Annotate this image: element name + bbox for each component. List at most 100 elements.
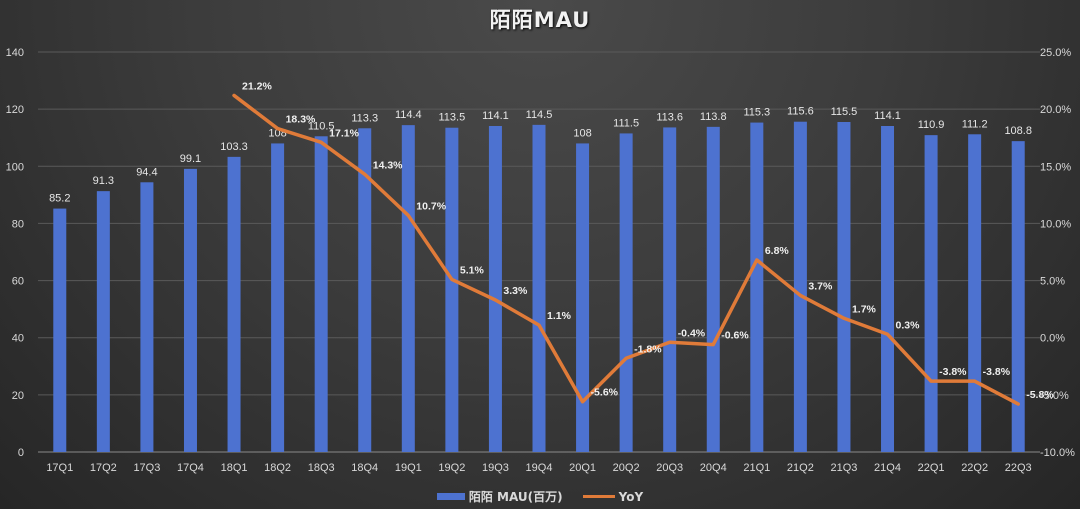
yoy-value-label: -0.4%: [678, 327, 706, 339]
bar[interactable]: [1011, 141, 1025, 452]
y-left-tick-label: 40: [12, 333, 24, 345]
y-right-tick-label: 5.0%: [1040, 276, 1065, 288]
y-right-tick-label: 25.0%: [1040, 47, 1071, 59]
legend: 陌陌 MAU(百万) YoY: [0, 488, 1080, 505]
bar-value-label: 103.3: [220, 141, 248, 153]
bar-value-label: 110.9: [918, 119, 945, 131]
legend-item-yoy[interactable]: YoY: [582, 490, 643, 504]
yoy-value-label: 1.7%: [852, 303, 877, 315]
bar-value-label: 113.8: [700, 111, 727, 123]
bar[interactable]: [183, 168, 197, 452]
x-tick-label: 20Q3: [656, 462, 683, 474]
yoy-value-label: 3.7%: [808, 280, 833, 292]
y-right-tick-label: 10.0%: [1040, 218, 1071, 230]
y-right-tick-label: 15.0%: [1040, 161, 1071, 173]
bar-value-label: 115.3: [743, 107, 770, 119]
x-tick-label: 20Q1: [569, 462, 596, 474]
bar[interactable]: [140, 182, 154, 453]
x-tick-label: 17Q4: [177, 462, 204, 474]
yoy-value-label: -1.8%: [634, 343, 662, 355]
bar-value-label: 115.6: [787, 106, 814, 118]
bar[interactable]: [271, 143, 285, 452]
bar-value-label: 114.1: [874, 110, 901, 122]
x-tick-label: 22Q2: [961, 462, 988, 474]
bar[interactable]: [706, 126, 720, 452]
bar[interactable]: [401, 125, 415, 453]
line-swatch-icon: [582, 495, 615, 498]
axes: 0 20 40 60 80 100 120 140 -10.0% -5.0% 0.0% 5.0% 10.…: [6, 47, 1075, 474]
bar[interactable]: [532, 124, 546, 452]
bar-value-label: 108: [573, 127, 591, 139]
bar-value-label: 113.5: [439, 112, 466, 124]
bar[interactable]: [881, 126, 895, 452]
bar[interactable]: [924, 135, 938, 452]
y-right-tick-label: -5.0%: [1040, 390, 1069, 402]
yoy-value-label: -5.8%: [1026, 389, 1054, 401]
y-left-tick-label: 140: [6, 47, 24, 59]
yoy-value-label: 6.8%: [765, 245, 790, 257]
x-tick-label: 18Q4: [351, 462, 378, 474]
bar[interactable]: [837, 122, 851, 452]
bar[interactable]: [750, 122, 764, 453]
bar-value-label: 99.1: [180, 153, 201, 165]
bar[interactable]: [314, 136, 328, 453]
bar-value-label: 115.5: [831, 106, 858, 118]
legend-item-mau[interactable]: 陌陌 MAU(百万): [436, 488, 563, 505]
y-left-tick-label: 80: [12, 218, 24, 230]
yoy-value-label: 21.2%: [242, 80, 272, 92]
x-tick-label: 21Q4: [874, 462, 901, 474]
yoy-line[interactable]: [232, 93, 1020, 406]
legend-label-mau: 陌陌 MAU(百万): [468, 490, 563, 504]
yoy-value-label: 1.1%: [547, 310, 572, 322]
line-series: [232, 93, 1020, 406]
bar-value-label: 114.5: [526, 109, 553, 121]
bar-value-label: 108.8: [1004, 125, 1032, 137]
bar[interactable]: [793, 121, 807, 452]
x-tick-label: 21Q3: [830, 462, 857, 474]
y-left-tick-label: 0: [18, 447, 24, 459]
y-right-tick-label: 0.0%: [1040, 333, 1065, 345]
yoy-value-label: 0.3%: [896, 319, 921, 331]
bar[interactable]: [53, 208, 67, 452]
bar-value-label: 110.5: [308, 120, 335, 132]
x-tick-label: 19Q1: [395, 462, 422, 474]
yoy-value-label: 17.1%: [329, 127, 359, 139]
x-tick-label: 17Q1: [46, 462, 73, 474]
yoy-value-label: 18.3%: [286, 114, 316, 126]
bar[interactable]: [227, 156, 241, 452]
bar-value-label: 111.2: [962, 118, 988, 130]
yoy-value-label: -3.8%: [939, 366, 967, 378]
yoy-value-label: 10.7%: [416, 200, 446, 212]
x-tick-label: 19Q3: [482, 462, 509, 474]
bar[interactable]: [576, 143, 590, 452]
x-tick-label: 17Q2: [90, 462, 117, 474]
yoy-value-label: -5.6%: [591, 387, 619, 399]
bar-value-label: 113.3: [351, 112, 378, 124]
x-tick-label: 18Q2: [264, 462, 291, 474]
bar[interactable]: [96, 191, 110, 452]
bar-value-label: 114.4: [395, 109, 422, 121]
x-tick-label: 21Q1: [743, 462, 770, 474]
bar[interactable]: [619, 133, 633, 452]
bar[interactable]: [358, 128, 372, 453]
yoy-value-label: -3.8%: [983, 366, 1011, 378]
bar-value-label: 91.3: [93, 175, 114, 187]
y-left-tick-label: 120: [6, 104, 24, 116]
bar[interactable]: [488, 126, 502, 452]
x-tick-label: 22Q3: [1005, 462, 1032, 474]
bar-value-label: 85.2: [49, 193, 70, 205]
bar[interactable]: [968, 134, 982, 453]
line-data-labels: 21.2% 18.3% 17.1% 14.3% 10.7% 5.1% 3.3% 1.1% -5.…: [242, 80, 1054, 401]
x-tick-label: 19Q4: [526, 462, 553, 474]
bar-value-label: 94.4: [136, 166, 157, 178]
x-tick-label: 20Q4: [700, 462, 727, 474]
bar-value-label: 113.6: [656, 111, 683, 123]
x-tick-label: 21Q2: [787, 462, 814, 474]
bar-value-label: 114.1: [482, 110, 509, 122]
chart-title: 陌陌MAU: [489, 8, 591, 32]
y-left-tick-label: 60: [12, 276, 24, 288]
bar[interactable]: [663, 127, 677, 452]
yoy-value-label: 14.3%: [373, 159, 403, 171]
bar[interactable]: [445, 127, 459, 452]
